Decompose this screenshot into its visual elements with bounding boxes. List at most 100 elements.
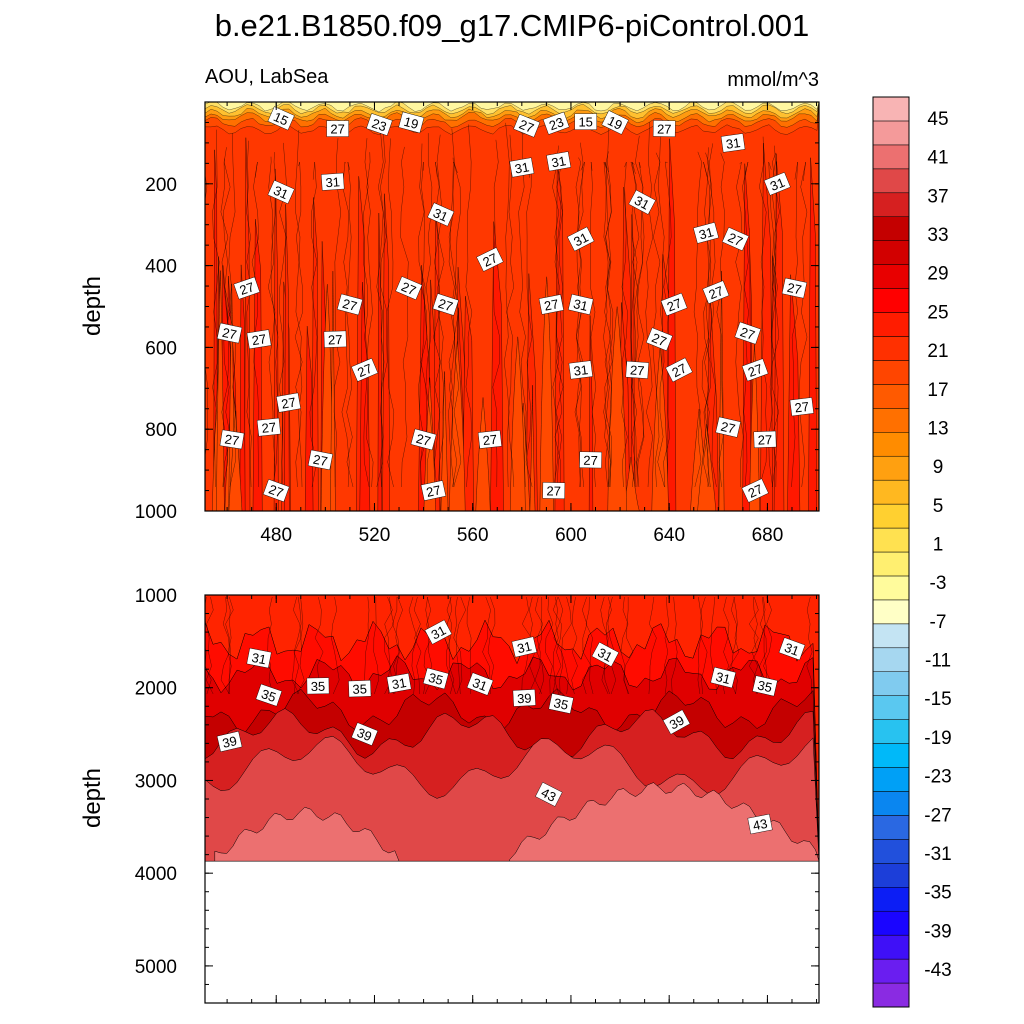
colorbar-tick-label: -23 <box>924 767 951 788</box>
contour-label: 27 <box>781 277 808 299</box>
contour-label-box <box>307 449 333 471</box>
contour-label: 27 <box>262 479 290 503</box>
contour-label-box <box>410 428 437 451</box>
contour-label-box <box>781 277 808 299</box>
contour-label: 31 <box>246 647 272 669</box>
contour-label-box <box>734 321 762 345</box>
y-tick-label: 200 <box>145 175 177 196</box>
lower-isoline <box>671 596 678 695</box>
lower-isoline <box>455 596 466 695</box>
contour-label-box <box>628 189 656 215</box>
contour-label: 27 <box>579 451 602 469</box>
contour-label-text: 31 <box>714 669 732 687</box>
colorbar-swatch <box>872 96 910 122</box>
lower-isoline <box>806 596 813 695</box>
upper-contour-streak <box>244 137 251 511</box>
contour-label-box <box>466 672 494 696</box>
contour-label-box <box>420 480 447 501</box>
contour-label-box <box>276 392 301 413</box>
contour-label: 15 <box>574 113 597 130</box>
contour-label-text: 27 <box>583 453 598 468</box>
contour-label-text: 27 <box>251 331 268 348</box>
contour-label: 23 <box>542 111 570 135</box>
contour-label-box <box>267 179 295 205</box>
y-tick-label: 3000 <box>135 771 177 792</box>
contour-label: 31 <box>591 641 620 667</box>
contour-label: 31 <box>710 666 737 689</box>
contour-label-text: 27 <box>746 481 765 501</box>
colorbar-swatch <box>872 336 910 361</box>
contour-label-text: 43 <box>539 785 559 805</box>
contour-label-box <box>535 781 563 807</box>
upper-isoline <box>645 122 654 488</box>
colorbar-swatch <box>872 599 910 625</box>
upper-isoline <box>735 161 744 488</box>
colorbar-tick-label: -39 <box>924 921 951 942</box>
colorbar-frame <box>872 96 910 1008</box>
colorbar-swatch <box>872 144 910 170</box>
upper-isoline <box>709 143 717 488</box>
contour-label-text: 27 <box>650 330 669 349</box>
upper-isoline <box>418 143 426 488</box>
contour-label: 39 <box>216 730 243 753</box>
colorbar-swatch <box>872 910 910 936</box>
contour-label-text: 27 <box>238 279 257 298</box>
contour-label-box <box>233 276 261 300</box>
lower-isoline <box>446 596 455 695</box>
contour-label: 31 <box>693 222 719 244</box>
contour-label-box <box>476 247 504 272</box>
contour-label-text: 35 <box>259 686 278 705</box>
lower-isoline <box>291 596 302 695</box>
upper-isoline <box>294 129 303 488</box>
colorbar-tick-label: 5 <box>933 496 944 517</box>
colorbar-swatch <box>872 934 910 960</box>
contour-label: 27 <box>477 430 502 449</box>
colorbar-tick-label: 33 <box>927 225 948 246</box>
contour-label: 15 <box>267 106 295 131</box>
contour-label: 27 <box>702 280 730 304</box>
contour-label-text: 31 <box>429 623 449 643</box>
upper-isoline <box>604 161 613 488</box>
contour-label: 27 <box>276 392 301 413</box>
contour-label-box <box>721 226 750 252</box>
lower-isoline <box>571 596 578 695</box>
contour-label-text: 31 <box>431 205 450 225</box>
contour-label-text: 27 <box>436 296 454 315</box>
contour-label-text: 27 <box>415 431 433 449</box>
contour-label-box <box>509 157 535 178</box>
contour-label: 27 <box>741 358 769 382</box>
contour-label-text: 39 <box>221 733 238 751</box>
colorbar-tick-label: -7 <box>930 612 947 633</box>
contour-label-text: 27 <box>543 296 560 313</box>
colorbar-tick-label: 9 <box>933 457 944 478</box>
contour-label-text: 31 <box>550 153 567 170</box>
contour-label: 31 <box>763 172 791 196</box>
colorbar-tick-label: 37 <box>927 186 948 207</box>
contour-label-text: 19 <box>402 114 420 132</box>
upper-contour-streak <box>377 213 383 511</box>
colorbar-swatch <box>872 240 910 265</box>
upper-isoline <box>603 161 611 488</box>
contour-label-text: 31 <box>697 224 715 242</box>
x-tick-label: 680 <box>752 525 784 546</box>
upper-isoline <box>554 145 563 488</box>
lower-panel: 31 31 35 35 35 31 35 31 39 31 35 31 39 31 35 31 39 39 43 43… <box>79 586 820 1004</box>
contour-label-text: 27 <box>546 483 561 498</box>
colorbar-swatch <box>872 288 910 313</box>
lower-contour-labels: 31 31 35 35 35 31 35 31 39 31 35 31 39 31 35 31 39 39 43 43 <box>216 619 806 835</box>
lower-contour-band-43 <box>509 782 819 862</box>
contour-label-text: 27 <box>328 332 343 347</box>
y-tick-label: 4000 <box>135 864 177 885</box>
contour-label-text: 43 <box>752 816 769 833</box>
contour-label-box <box>320 172 345 191</box>
colorbar-tick-label: -19 <box>924 728 951 749</box>
upper-contour-streak <box>773 161 785 511</box>
lower-isoline <box>534 596 544 695</box>
y-tick-label: 1000 <box>135 586 177 607</box>
upper-isoline <box>552 154 560 488</box>
x-tick-label: 520 <box>359 525 391 546</box>
colorbar-swatch <box>872 312 910 337</box>
contour-label-text: 23 <box>547 114 566 133</box>
contour-label: 27 <box>625 360 650 379</box>
